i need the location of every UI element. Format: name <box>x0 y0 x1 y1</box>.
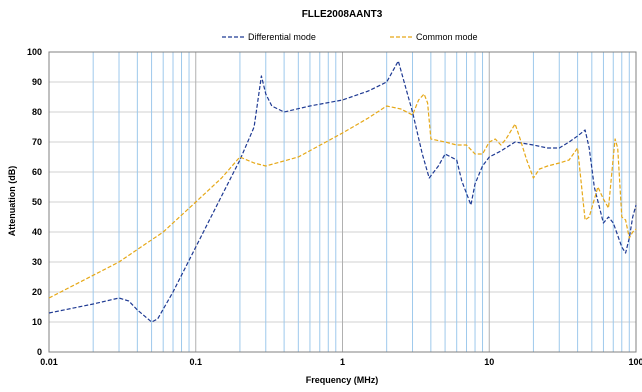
y-tick-label: 60 <box>32 167 42 177</box>
legend-label-common-mode: Common mode <box>416 32 478 42</box>
x-tick-label: 100 <box>628 357 642 367</box>
x-axis-title: Frequency (MHz) <box>306 375 379 385</box>
y-tick-label: 70 <box>32 137 42 147</box>
y-tick-label: 90 <box>32 77 42 87</box>
series-lines <box>48 60 637 323</box>
y-tick-label: 20 <box>32 287 42 297</box>
y-tick-label: 40 <box>32 227 42 237</box>
y-tick-label: 0 <box>37 347 42 357</box>
chart-title: FLLE2008AANT3 <box>302 9 383 20</box>
y-tick-label: 80 <box>32 107 42 117</box>
y-tick-label: 100 <box>27 47 42 57</box>
legend-label-differential-mode: Differential mode <box>248 32 316 42</box>
y-axis-title: Attenuation (dB) <box>7 166 17 236</box>
x-tick-label: 10 <box>484 357 494 367</box>
y-tick-label: 30 <box>32 257 42 267</box>
series-line-common-mode <box>48 93 637 299</box>
y-tick-label: 10 <box>32 317 42 327</box>
legend: Differential mode Common mode <box>222 32 478 42</box>
series-line-differential-mode <box>48 60 637 323</box>
x-tick-label: 0.01 <box>40 357 58 367</box>
tick-labels: 0 10 20 30 40 50 60 70 80 90 100 0.01 0.1 1 10 100 <box>27 47 642 367</box>
y-tick-label: 50 <box>32 197 42 207</box>
x-tick-label: 1 <box>340 357 345 367</box>
plot-frame <box>48 51 637 353</box>
x-tick-label: 0.1 <box>189 357 202 367</box>
